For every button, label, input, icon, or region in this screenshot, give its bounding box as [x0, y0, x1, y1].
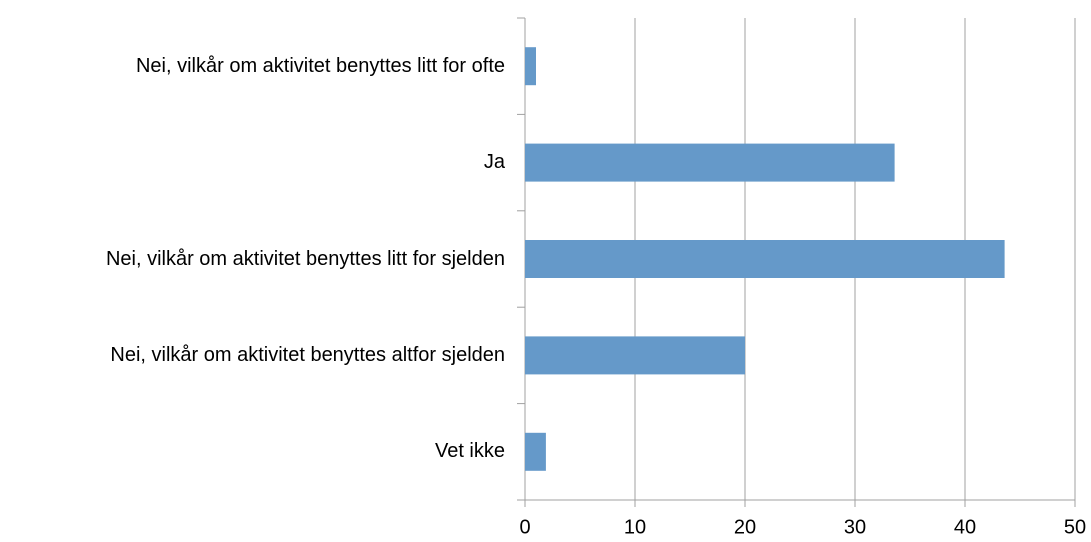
y-tick-label-box: Ja — [0, 123, 505, 203]
y-tick-label-box: Nei, vilkår om aktivitet benyttes litt f… — [0, 26, 505, 106]
bar — [525, 432, 546, 471]
y-tick-label: Nei, vilkår om aktivitet benyttes litt f… — [105, 247, 505, 270]
y-tick-label: Ja — [483, 151, 505, 174]
y-tick-label: Nei, vilkår om aktivitet benyttes litt f… — [135, 54, 505, 77]
y-tick-label-box: Nei, vilkår om aktivitet benyttes altfor… — [0, 315, 505, 395]
bar — [525, 143, 895, 182]
y-tick-label: Nei, vilkår om aktivitet benyttes altfor… — [110, 343, 505, 366]
x-tick-label: 30 — [844, 516, 866, 538]
x-tick-label: 50 — [1064, 516, 1086, 538]
x-tick-label: 40 — [954, 516, 976, 538]
bar — [525, 47, 536, 86]
x-tick-label: 20 — [734, 516, 756, 538]
bar — [525, 240, 1005, 278]
y-tick-label: Vet ikke — [434, 440, 505, 463]
x-tick-label: 0 — [519, 516, 530, 538]
bar — [525, 336, 745, 375]
y-tick-label-box: Nei, vilkår om aktivitet benyttes litt f… — [0, 219, 505, 299]
x-tick-label: 10 — [624, 516, 646, 538]
y-tick-label-box: Vet ikke — [0, 412, 505, 492]
